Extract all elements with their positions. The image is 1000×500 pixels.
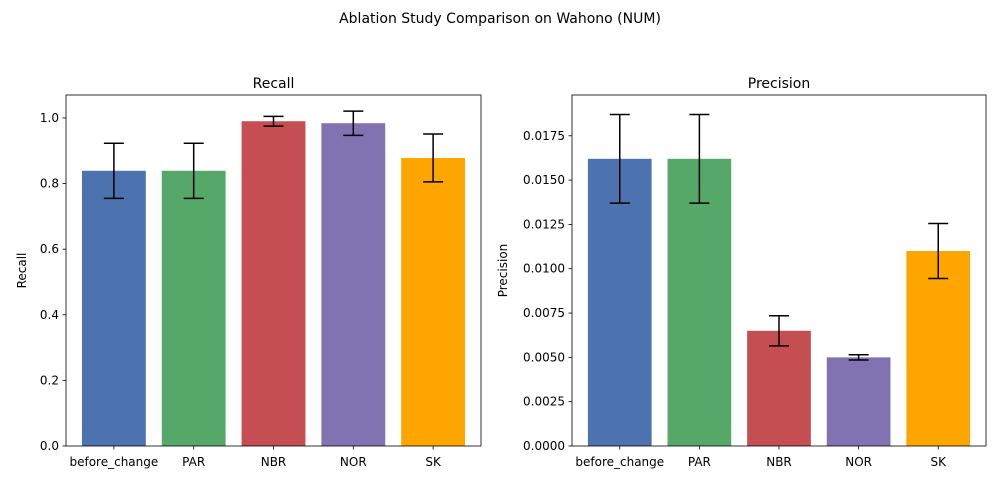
precision-xtick-label: NBR <box>766 455 792 469</box>
precision-ytick-label: 0.0000 <box>523 439 565 453</box>
recall-bar-nbr <box>241 121 306 447</box>
recall-bar-before-change <box>81 170 146 446</box>
precision-ytick-label: 0.0125 <box>523 217 565 231</box>
precision-ylabel: Precision <box>496 244 510 298</box>
precision-bar-before-change <box>587 158 652 446</box>
precision-errorbar-sk <box>928 222 949 280</box>
precision-xtick-label: before_change <box>575 455 664 469</box>
precision-ytick-label: 0.0025 <box>523 395 565 409</box>
recall-ytick-label: 0.8 <box>40 177 59 191</box>
recall-ylabel: Recall <box>15 253 29 289</box>
precision-chart: Precision 0.0000 0.0025 0.0050 0.0075 0.0100 0… <box>496 76 987 469</box>
figure-suptitle: Ablation Study Comparison on Wahono (NUM… <box>339 11 661 27</box>
recall-ytick-label: 1.0 <box>40 111 59 125</box>
recall-bar-nor <box>321 123 386 446</box>
precision-ytick-label: 0.0075 <box>523 306 565 320</box>
recall-errorbar-par <box>183 142 204 200</box>
precision-bar-par <box>667 158 732 446</box>
precision-errorbar-nbr <box>769 314 789 347</box>
precision-errorbar-before-change <box>609 113 630 204</box>
recall-ytick-label: 0.4 <box>40 308 59 322</box>
recall-xtick-label: NBR <box>261 455 287 469</box>
recall-xtick-label: before_change <box>69 455 158 469</box>
precision-bar-nbr <box>747 330 811 446</box>
precision-errorbar-par <box>689 113 710 204</box>
precision-ytick-label: 0.0050 <box>523 350 565 364</box>
recall-bar-sk <box>401 157 466 446</box>
recall-errorbar-nor <box>343 110 364 137</box>
recall-ytick-label: 0.2 <box>40 373 59 387</box>
recall-xtick-label: PAR <box>182 455 205 469</box>
recall-bar-par <box>161 170 226 446</box>
precision-ytick-label: 0.0100 <box>523 262 565 276</box>
recall-ytick-label: 0.0 <box>40 439 59 453</box>
recall-errorbar-before-change <box>103 142 124 200</box>
recall-errorbar-nbr <box>263 115 284 127</box>
precision-errorbar-nor <box>848 353 869 361</box>
precision-bar-sk <box>906 251 971 446</box>
precision-ytick-label: 0.0150 <box>523 173 565 187</box>
precision-bar-nor <box>826 357 891 446</box>
recall-errorbar-sk <box>423 133 444 183</box>
precision-xtick-label: SK <box>930 455 947 469</box>
recall-xtick-label: SK <box>425 455 442 469</box>
recall-xtick-label: NOR <box>340 455 367 469</box>
precision-xtick-label: PAR <box>688 455 711 469</box>
precision-panel-title: Precision <box>748 76 810 92</box>
precision-ytick-label: 0.0175 <box>523 129 565 143</box>
recall-chart: Recall 0.0 0.2 0.4 0.6 0.8 1.0 before_change PAR… <box>15 76 482 469</box>
recall-ytick-label: 0.6 <box>40 242 59 256</box>
recall-panel-title: Recall <box>253 76 295 92</box>
precision-xtick-label: NOR <box>845 455 872 469</box>
